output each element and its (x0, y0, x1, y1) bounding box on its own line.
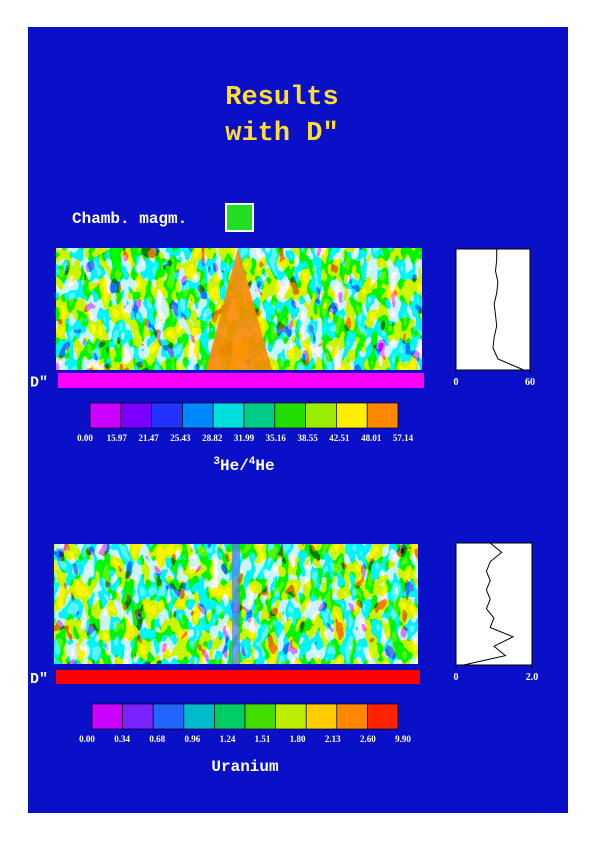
colorbar-cell (275, 703, 307, 730)
colorbar-cell (122, 703, 154, 730)
colorbar-label: 15.97 (107, 433, 128, 443)
colorbar-label: 25.43 (170, 433, 191, 443)
profile-tick-label: 2.0 (526, 672, 539, 683)
colorbar-cell (212, 402, 245, 429)
colorbar-label: 1.51 (255, 734, 271, 744)
colorbar-label: 2.60 (360, 734, 376, 744)
quantity-part: He (255, 457, 274, 475)
colorbar-label: 48.01 (361, 433, 382, 443)
profile-tick-label: 0 (454, 672, 459, 683)
colorbar-cell (152, 703, 185, 730)
profile-tick-label: 60 (525, 377, 535, 388)
profile-line (492, 249, 524, 371)
colorbar-cell (89, 402, 122, 429)
colorbar-label: 0.00 (79, 734, 95, 744)
colorbar-label: 0.96 (184, 734, 200, 744)
colorbar-cell (91, 703, 123, 730)
profile-frame (455, 542, 533, 666)
layer-label: D" (30, 375, 48, 392)
quantity-label: Uranium (211, 758, 279, 776)
colorbar-label: 31.99 (234, 433, 255, 443)
quantity-part: 3 (213, 456, 220, 468)
profile-frame (455, 248, 531, 371)
layer-label: D" (30, 671, 48, 688)
colorbar-label: 0.68 (149, 734, 165, 744)
colorbar-label: 0.34 (114, 734, 130, 744)
colorbar-label: 42.51 (329, 433, 350, 443)
colorbar-cell (214, 703, 246, 730)
colorbar-cell (336, 703, 368, 730)
profile-line (463, 542, 515, 666)
colorbar-label: 0.00 (77, 433, 93, 443)
colorbar-label: 57.14 (393, 433, 414, 443)
layer-bar (58, 373, 424, 388)
colorbar-cell (305, 703, 338, 730)
colorbar-cell (120, 402, 152, 429)
colorbar-label: 9.90 (395, 734, 411, 744)
quantity-part: Uranium (211, 758, 279, 776)
legend-swatch (225, 203, 254, 232)
layer-bar (56, 670, 420, 684)
colorbar-cell (336, 402, 368, 429)
legend-label: Chamb. magm. (72, 210, 187, 228)
colorbar-cell (183, 703, 215, 730)
quantity-label: 3He/4He (213, 456, 274, 475)
colorbar-label: 2.13 (325, 734, 341, 744)
quantity-part: 4 (249, 456, 256, 468)
colorbar-label: 1.24 (220, 734, 236, 744)
title: Results (225, 83, 338, 113)
colorbar-label: 21.47 (138, 433, 159, 443)
title: with D" (225, 119, 338, 149)
quantity-part: He/ (220, 457, 249, 475)
colorbar-cell (151, 402, 183, 429)
colorbar-label: 1.80 (290, 734, 306, 744)
colorbar-cell (366, 402, 399, 429)
profile-tick-label: 0 (454, 377, 459, 388)
colorbar-cell (274, 402, 306, 429)
colorbar-cell (367, 703, 399, 730)
colorbar-cell (243, 402, 276, 429)
colorbar-cell (182, 402, 214, 429)
colorbar-label: 28.82 (202, 433, 223, 443)
colorbar-label: 38.55 (297, 433, 318, 443)
colorbar-label: 35.16 (266, 433, 287, 443)
colorbar-cell (244, 703, 276, 730)
heatmap-peak (206, 248, 272, 370)
colorbar-cell (305, 402, 337, 429)
heatmap-stripe (232, 544, 240, 664)
